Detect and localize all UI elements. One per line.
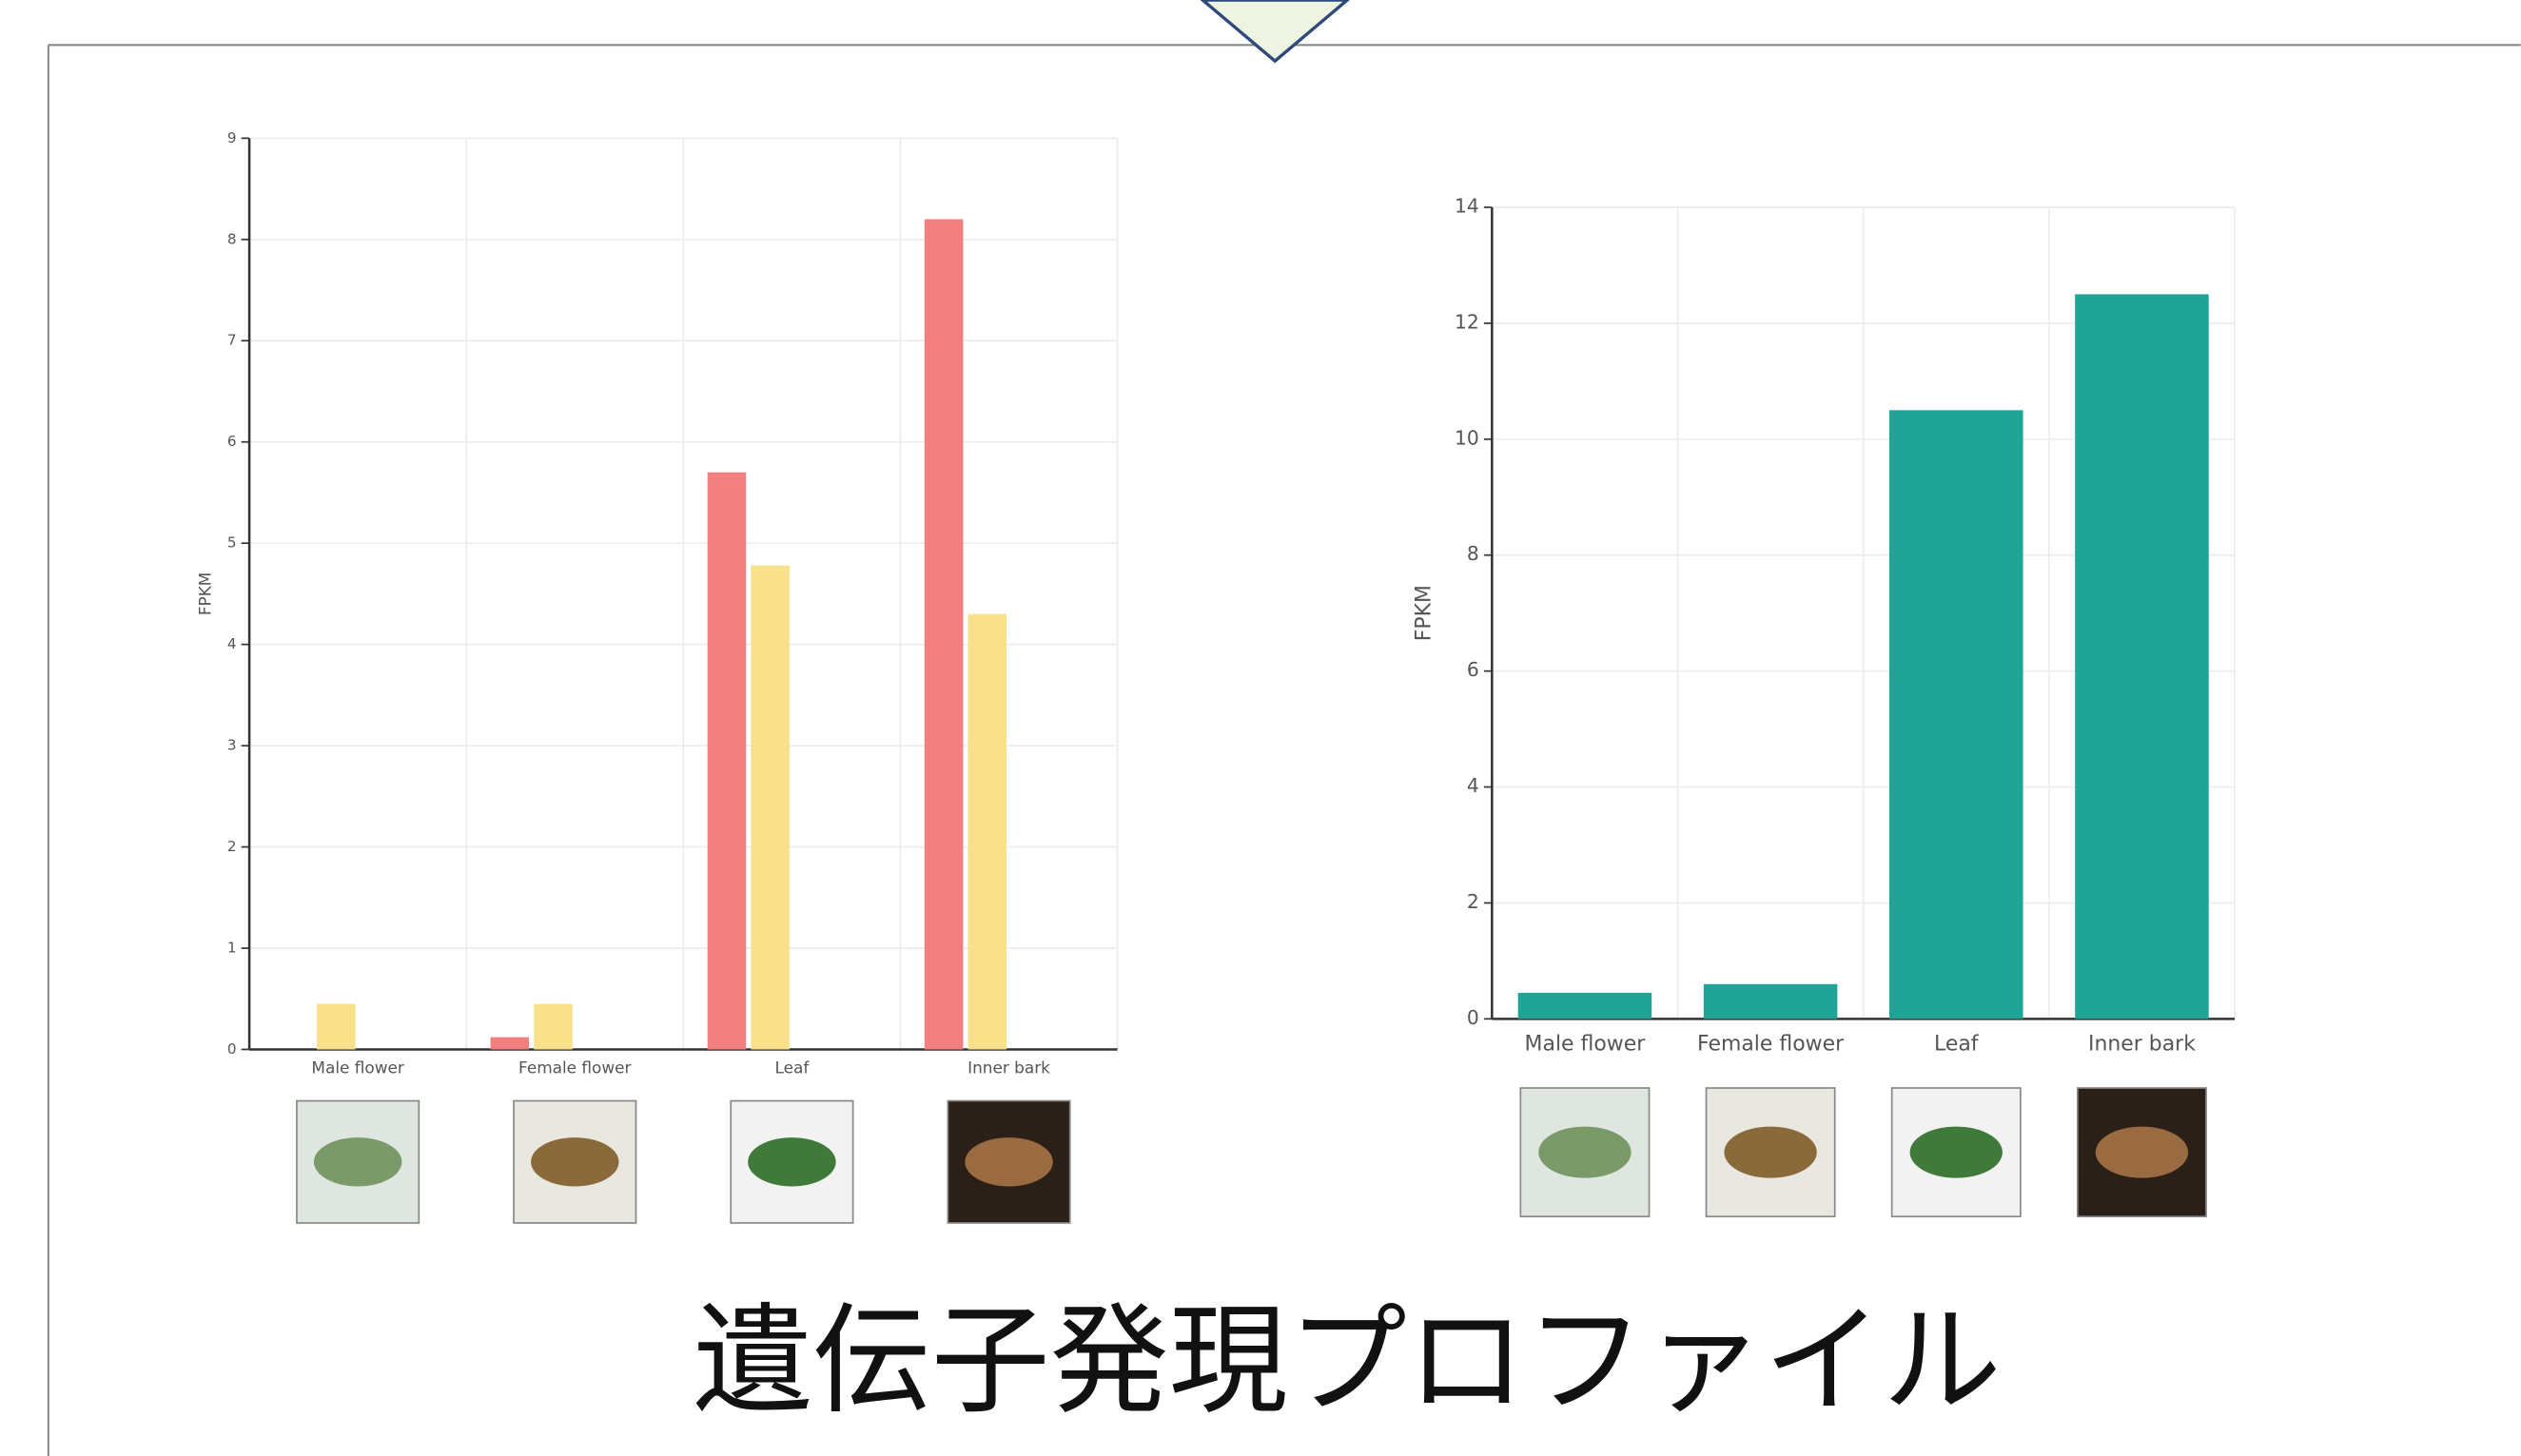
y-tick-label: 5 — [227, 534, 237, 552]
y-tick-label: 0 — [227, 1040, 237, 1058]
bar — [924, 219, 964, 1050]
y-tick-label: 14 — [1455, 194, 1479, 217]
down-arrow — [1200, 0, 1350, 64]
thumbnail-subject — [1724, 1126, 1817, 1178]
x-tick-label: Female flower — [1697, 1032, 1845, 1056]
y-tick-label: 2 — [1467, 890, 1479, 913]
y-tick-label: 9 — [227, 129, 237, 146]
y-tick-label: 8 — [227, 230, 237, 247]
y-tick-label: 4 — [227, 635, 237, 652]
y-tick-label: 6 — [227, 433, 237, 450]
caption: 遺伝子発現プロファイル — [694, 1292, 2002, 1430]
bar — [317, 1003, 356, 1050]
y-tick-label: 12 — [1455, 310, 1479, 333]
y-tick-label: 4 — [1467, 774, 1479, 797]
y-axis-title: FPKM — [1412, 585, 1436, 641]
thumbnail-subject — [965, 1137, 1053, 1187]
x-tick-label: Leaf — [1934, 1032, 1980, 1056]
bar — [1889, 410, 2023, 1019]
y-tick-label: 2 — [227, 838, 237, 855]
x-tick-label: Female flower — [518, 1058, 632, 1077]
y-axis-title: FPKM — [195, 573, 214, 616]
x-tick-label: Male flower — [1525, 1032, 1647, 1056]
y-tick-label: 6 — [1467, 658, 1479, 681]
thumbnail-subject — [1538, 1126, 1632, 1178]
thumbnail-subject — [748, 1137, 836, 1187]
thumbnail-subject — [531, 1137, 619, 1187]
x-tick-label: Leaf — [775, 1058, 811, 1077]
x-tick-label: Inner bark — [2088, 1032, 2196, 1056]
thumbnail-subject — [2095, 1126, 2189, 1178]
bar — [534, 1003, 573, 1050]
thumbnail-subject — [1909, 1126, 2003, 1178]
thumbnail-subject — [313, 1137, 402, 1187]
y-tick-label: 10 — [1455, 426, 1479, 449]
bar — [2075, 294, 2209, 1019]
y-tick-label: 8 — [1467, 542, 1479, 565]
bar — [707, 472, 747, 1050]
y-tick-label: 0 — [1467, 1006, 1479, 1029]
x-tick-label: Male flower — [311, 1058, 403, 1077]
x-tick-label: Inner bark — [967, 1058, 1050, 1077]
y-tick-label: 1 — [227, 940, 237, 957]
bar — [490, 1037, 530, 1050]
bar — [1517, 992, 1652, 1019]
bar — [967, 613, 1007, 1050]
y-tick-label: 7 — [227, 332, 237, 349]
bar — [751, 565, 790, 1050]
y-tick-label: 3 — [227, 737, 237, 754]
bar — [1703, 983, 1838, 1019]
